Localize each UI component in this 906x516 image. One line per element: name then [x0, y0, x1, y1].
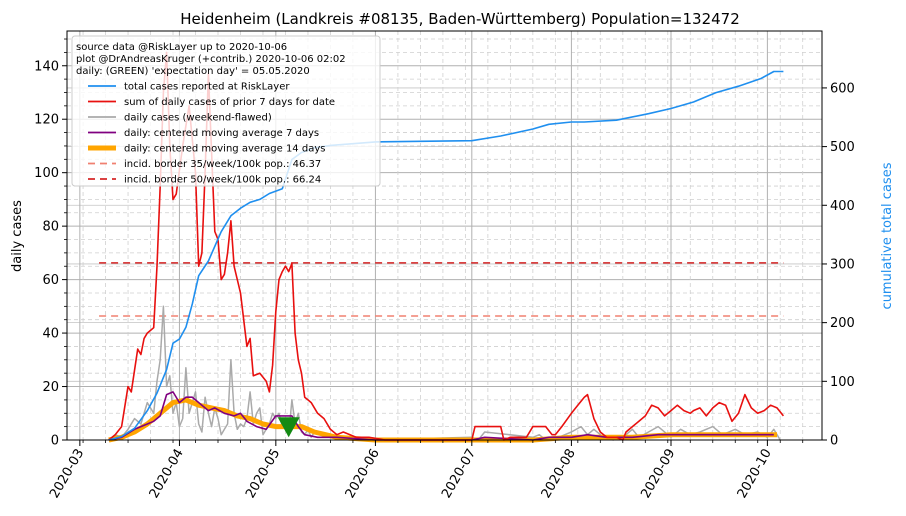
legend-box: [71, 35, 381, 187]
expectation-day-marker: [277, 417, 300, 438]
chart-title: Heidenheim (Landkreis #08135, Baden-Würt…: [180, 10, 740, 28]
series-daily-cases: [108, 305, 781, 441]
legend-label: sum of daily cases of prior 7 days for d…: [124, 97, 335, 108]
x-tick-label: 2020-10: [735, 447, 775, 502]
y-tick-label-left: 60: [42, 273, 59, 288]
legend-label: incid. border 50/week/100k pop.: 66.24: [124, 175, 321, 186]
y-tick-label-right: 100: [830, 375, 855, 390]
legend: source data @RiskLayer up to 2020-10-06 …: [71, 35, 381, 187]
x-tick-label: 2020-05: [243, 447, 283, 502]
x-tick-label: 2020-08: [539, 447, 579, 502]
legend-info-line: source data @RiskLayer up to 2020-10-06: [76, 42, 287, 53]
y-tick-label-left: 40: [42, 327, 59, 342]
x-tick-label: 2020-09: [638, 447, 678, 502]
legend-label: daily: centered moving average 14 days: [124, 144, 325, 155]
legend-info-line: plot @DrAndreasKruger (+contrib.) 2020-1…: [76, 54, 346, 65]
y-tick-label-left: 0: [51, 434, 59, 449]
plot-frame: [66, 30, 823, 441]
y-tick-label-left: 20: [42, 380, 59, 395]
y-tick-label-right: 500: [830, 140, 855, 155]
legend-label: incid. border 35/week/100k pop.: 46.37: [124, 159, 321, 170]
x-tick-label: 2020-03: [47, 447, 87, 502]
y-tick-label-right: 200: [830, 316, 855, 331]
legend-items: total cases reported at RiskLayer sum of …: [88, 82, 335, 186]
legend-label: daily cases (weekend-flawed): [124, 113, 272, 124]
y-axis-label-left: daily cases: [10, 200, 25, 272]
y-tick-label-right: 600: [830, 81, 855, 96]
x-tick-label: 2020-06: [343, 447, 383, 502]
y-tick-label-right: 300: [830, 257, 855, 272]
series-moving-average-7: [108, 391, 774, 441]
y-tick-label-left: 120: [34, 113, 59, 128]
x-tick-label: 2020-07: [439, 447, 479, 502]
legend-label: daily: centered moving average 7 days: [124, 128, 319, 139]
y-axis-label-right: cumulative total cases: [880, 162, 895, 309]
y-tick-label-left: 80: [42, 220, 59, 235]
y-tick-label-right: 400: [830, 199, 855, 214]
legend-label: total cases reported at RiskLayer: [124, 82, 290, 93]
x-tick-label: 2020-04: [147, 447, 187, 502]
y-tick-label-left: 140: [34, 59, 59, 74]
y-tick-label-left: 100: [34, 166, 59, 181]
legend-info-line: daily: (GREEN) 'expectation day' = 05.05…: [76, 66, 310, 77]
y-tick-label-right: 0: [830, 434, 838, 449]
